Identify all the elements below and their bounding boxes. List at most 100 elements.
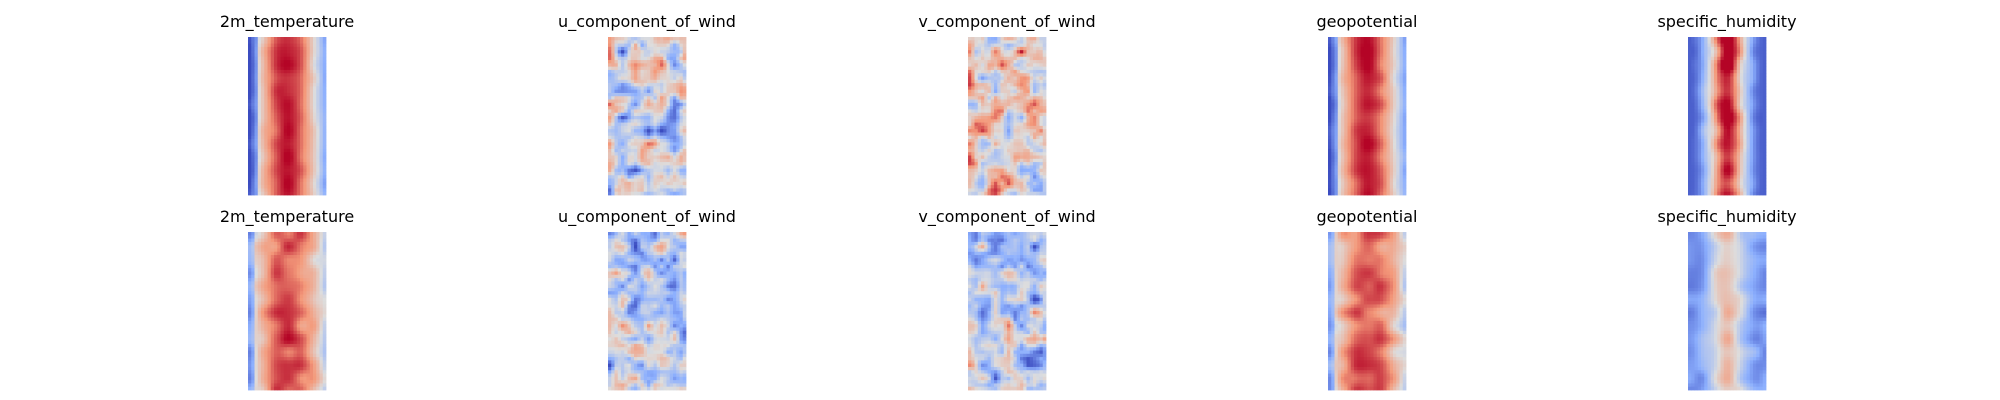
heatmap-cell xyxy=(977,132,982,137)
heatmap-cell xyxy=(1036,135,1040,140)
heatmap-cell xyxy=(1029,132,1034,137)
heatmap-cell xyxy=(1357,76,1361,81)
heatmap-cell xyxy=(666,92,671,97)
heatmap-cell xyxy=(663,96,667,100)
heatmap-cell xyxy=(261,99,265,104)
heatmap-cell xyxy=(1740,66,1744,71)
heatmap-cell xyxy=(277,125,281,130)
heatmap-cell xyxy=(1749,83,1754,87)
heatmap-cell xyxy=(1344,60,1348,64)
heatmap-cell xyxy=(1341,63,1345,68)
heatmap-cell xyxy=(974,142,979,147)
heatmap-cell xyxy=(630,40,635,44)
heatmap-cell xyxy=(254,188,259,193)
heatmap-cell xyxy=(1023,83,1027,87)
heatmap-cell xyxy=(1393,175,1397,179)
heatmap-cell xyxy=(666,89,671,94)
heatmap-cell xyxy=(977,148,982,153)
heatmap-cell xyxy=(1402,116,1407,120)
heatmap-cell xyxy=(280,175,285,179)
heatmap-cell xyxy=(1350,63,1355,68)
heatmap-cell xyxy=(1733,69,1738,74)
heatmap-cell xyxy=(1013,46,1018,51)
heatmap-cell xyxy=(251,125,255,130)
heatmap-cell xyxy=(1347,56,1352,61)
heatmap-cell xyxy=(1367,73,1371,77)
heatmap-cell xyxy=(997,73,1001,77)
heatmap-cell xyxy=(1026,178,1031,183)
heatmap-cell xyxy=(1380,168,1384,173)
heatmap-cell xyxy=(974,145,979,150)
heatmap-cell xyxy=(1389,60,1394,64)
heatmap-cell xyxy=(267,79,272,84)
heatmap-cell xyxy=(1386,188,1391,193)
heatmap-cell xyxy=(974,139,979,143)
heatmap-cell xyxy=(1694,63,1699,68)
heatmap-cell xyxy=(1373,60,1378,64)
heatmap-cell xyxy=(640,73,645,77)
heatmap-cell xyxy=(1393,155,1397,160)
heatmap-cell xyxy=(267,109,272,114)
heatmap-cell xyxy=(1694,50,1699,54)
heatmap-cell xyxy=(617,99,622,104)
heatmap-cell xyxy=(1007,63,1011,68)
heatmap-cell xyxy=(319,92,324,97)
heatmap-cell xyxy=(1386,109,1391,114)
heatmap-cell xyxy=(283,122,288,127)
heatmap-cell xyxy=(1331,155,1335,160)
heatmap-cell xyxy=(1393,152,1397,156)
heatmap-cell xyxy=(977,175,982,179)
heatmap-cell xyxy=(1714,63,1718,68)
heatmap-cell xyxy=(1743,76,1747,81)
heatmap-cell xyxy=(611,50,615,54)
heatmap-cell xyxy=(637,50,641,54)
heatmap-cell xyxy=(682,135,687,140)
heatmap-cell xyxy=(254,185,259,189)
heatmap-cell xyxy=(287,139,291,143)
heatmap-cell xyxy=(968,185,972,189)
heatmap-cell xyxy=(303,92,307,97)
heatmap-cell xyxy=(617,148,622,153)
heatmap-cell xyxy=(1039,171,1044,176)
heatmap-cell xyxy=(640,145,645,150)
heatmap-cell xyxy=(673,109,677,114)
heatmap-cell xyxy=(1023,86,1027,91)
heatmap-cell xyxy=(1344,158,1348,163)
heatmap-cell xyxy=(1341,46,1345,51)
heatmap-cell xyxy=(653,79,658,84)
heatmap-cell xyxy=(611,96,615,100)
heatmap-cell xyxy=(1376,158,1381,163)
heatmap-cell xyxy=(1016,102,1021,107)
heatmap-cell xyxy=(1727,40,1731,44)
heatmap-cell xyxy=(673,79,677,84)
heatmap-cell xyxy=(1033,185,1037,189)
heatmap-cell xyxy=(1010,73,1014,77)
heatmap-cell xyxy=(1373,135,1378,140)
heatmap-cell xyxy=(637,63,641,68)
heatmap-cell xyxy=(1694,56,1699,61)
heatmap-cell xyxy=(270,129,275,133)
heatmap-cell xyxy=(997,53,1001,58)
heatmap-cell xyxy=(660,132,664,137)
heatmap-cell xyxy=(1350,79,1355,84)
heatmap-cell xyxy=(319,165,324,170)
heatmap-cell xyxy=(316,43,320,48)
heatmap-cell xyxy=(313,92,317,97)
heatmap-cell xyxy=(1393,181,1397,186)
heatmap-cell xyxy=(630,122,635,127)
heatmap-cell xyxy=(1023,96,1027,100)
heatmap-cell xyxy=(1350,168,1355,173)
heatmap-cell xyxy=(1402,92,1407,97)
heatmap-cell xyxy=(679,175,684,179)
heatmap-cell xyxy=(663,66,667,71)
heatmap-cell xyxy=(1000,63,1005,68)
heatmap-cell xyxy=(1710,50,1715,54)
heatmap-cell xyxy=(637,165,641,170)
heatmap-cell xyxy=(682,53,687,58)
heatmap-cell xyxy=(621,37,625,41)
heatmap-cell xyxy=(1360,56,1365,61)
heatmap-cell xyxy=(287,109,291,114)
heatmap-cell xyxy=(1697,53,1702,58)
heatmap-cell xyxy=(1399,99,1404,104)
heatmap-cell xyxy=(977,178,982,183)
